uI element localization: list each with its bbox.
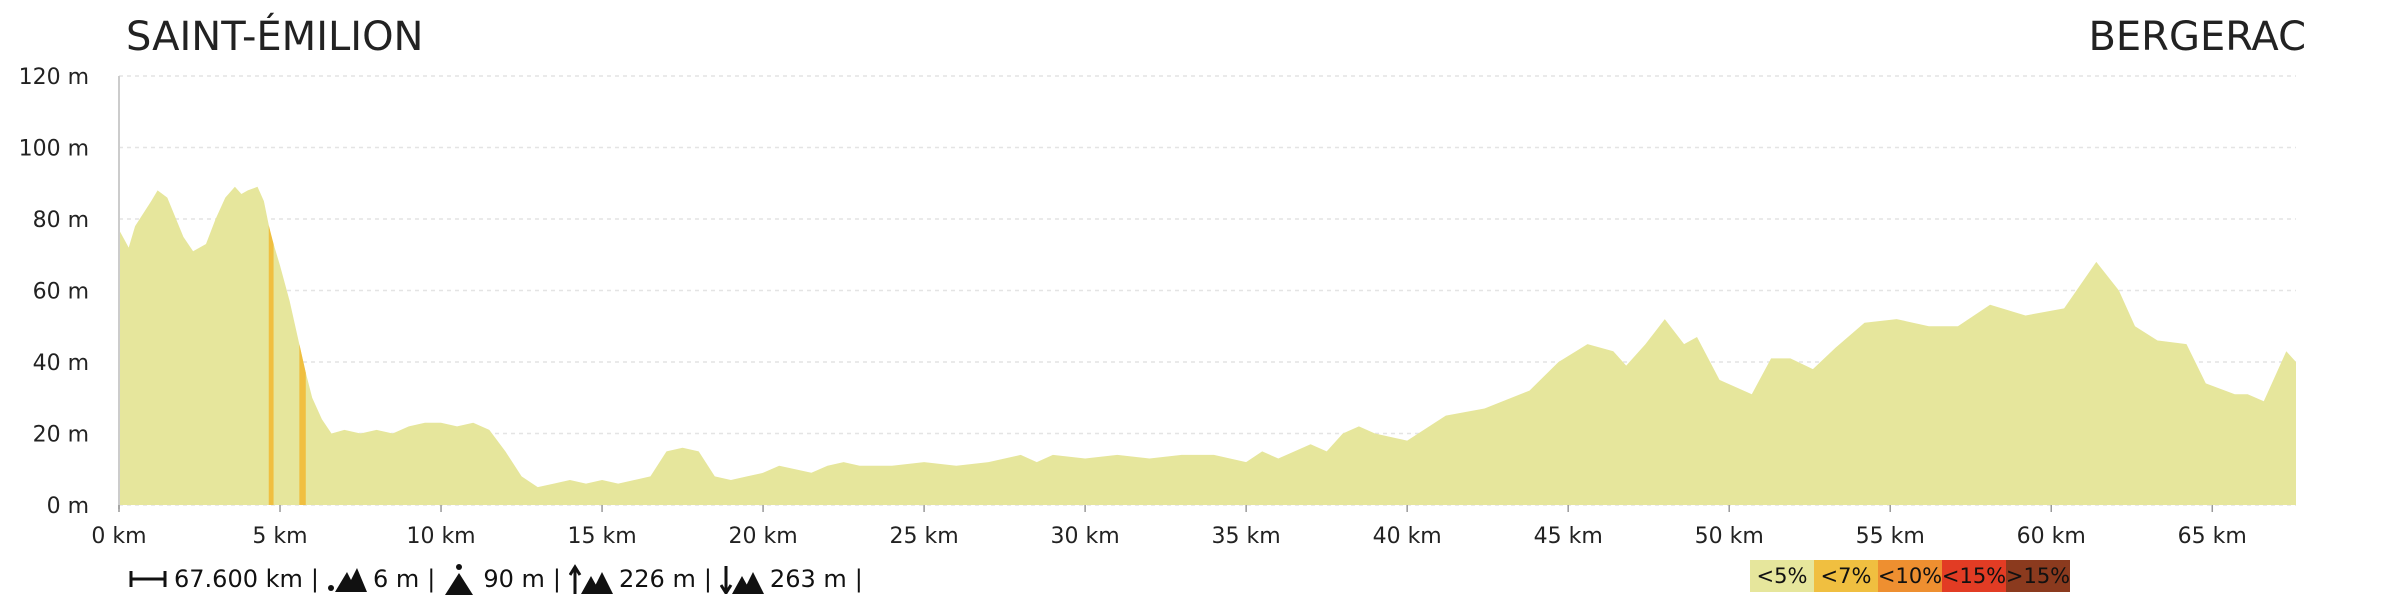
x-tick-label: 15 km [567, 524, 636, 549]
x-tick-label: 65 km [2178, 524, 2247, 549]
legend-item: <7% [1814, 560, 1878, 592]
x-tick-label: 55 km [1856, 524, 1925, 549]
stat-min: 6 m [372, 565, 420, 593]
legend-item: >15% [2006, 560, 2070, 592]
x-tick-label: 5 km [252, 524, 307, 549]
max-icon [445, 564, 474, 595]
x-tick-label: 60 km [2017, 524, 2086, 549]
legend-item: <15% [1942, 560, 2006, 592]
x-tick-label: 25 km [890, 524, 959, 549]
y-tick-label: 120 m [19, 65, 89, 90]
ascent-icon [569, 564, 613, 594]
steep-segment [268, 225, 274, 505]
stat-distance: 67.600 km [174, 565, 303, 593]
x-tick-label: 40 km [1373, 524, 1442, 549]
x-tick-label: 10 km [406, 524, 475, 549]
stats: 67.600 km | 6 m | 90 m | 226 m | 263 m | [128, 562, 871, 596]
stat-max: 90 m [483, 565, 545, 593]
x-tick-label: 45 km [1534, 524, 1603, 549]
x-tick-label: 35 km [1212, 524, 1281, 549]
stat-ascent: 226 m [619, 565, 696, 593]
elevation-area [119, 186, 2296, 506]
end-title: BERGERAC [2088, 14, 2306, 60]
x-tick-label: 30 km [1051, 524, 1120, 549]
stat-descent: 263 m [769, 565, 847, 593]
separator: | [703, 565, 712, 593]
distance-icon [129, 571, 167, 587]
chart: SAINT-ÉMILION BERGERAC 0 m 20 m 40 m 60 m 80… [19, 12, 2306, 549]
x-tick-label: 0 km [91, 524, 146, 549]
legend: <5% <7% <10% <15% >15% [1750, 560, 2070, 592]
y-tick-label: 40 m [33, 351, 89, 376]
y-tick-label: 60 m [33, 280, 89, 305]
y-tick-label: 20 m [33, 423, 89, 448]
separator: | [427, 565, 436, 593]
separator: | [310, 565, 319, 593]
y-tick-label: 0 m [47, 494, 89, 519]
min-icon [327, 568, 367, 592]
legend-item: <10% [1878, 560, 1942, 592]
y-tick-label: 80 m [33, 208, 89, 233]
y-tick-label: 100 m [19, 137, 89, 162]
x-tick-label: 50 km [1695, 524, 1764, 549]
separator: | [552, 565, 561, 593]
descent-icon [719, 566, 764, 594]
start-title: SAINT-ÉMILION [126, 12, 423, 60]
separator: | [854, 565, 863, 593]
steep-segment [299, 344, 306, 505]
legend-item: <5% [1750, 560, 1814, 592]
x-tick-label: 20 km [728, 524, 797, 549]
